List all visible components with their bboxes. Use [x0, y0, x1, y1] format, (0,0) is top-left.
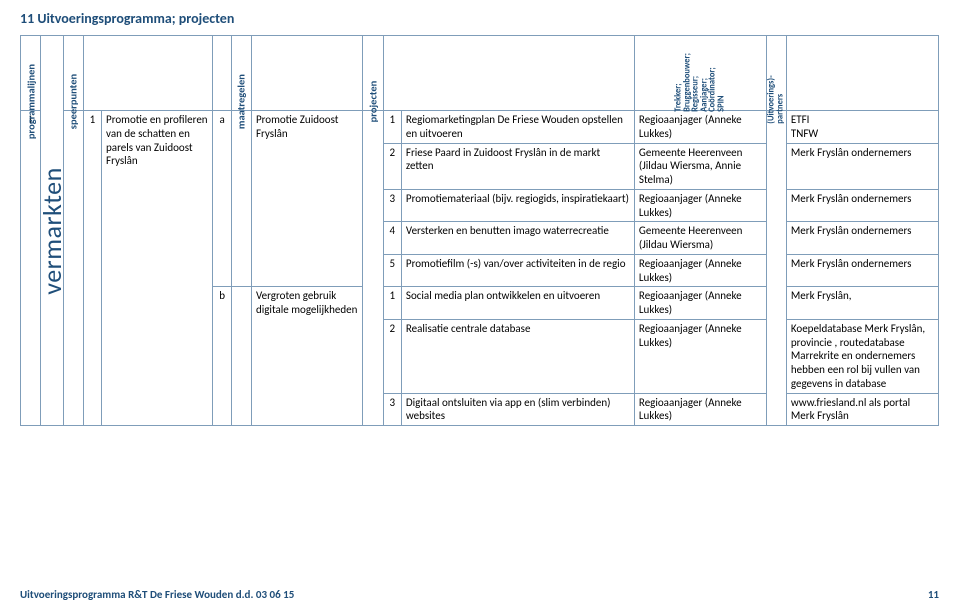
speerpunt-num: 1 [83, 111, 101, 426]
maatregel-desc: Vergroten gebruik digitale mogelijkheden [251, 287, 362, 426]
col-header-programmalijnen: programmalijnen [21, 36, 41, 111]
project-desc: Realisatie centrale database [401, 319, 634, 393]
project-trekker: Gemeente Heerenveen (Jildau Wiersma) [634, 222, 766, 255]
project-num: 3 [383, 393, 401, 426]
maatregel-desc: Promotie Zuidoost Fryslân [251, 111, 362, 287]
col-header-maatregelen: maatregelen [231, 36, 251, 111]
project-desc: Promotiefilm (-s) van/over activiteiten … [401, 254, 634, 287]
project-partners: Merk Fryslân ondernemers [786, 189, 938, 222]
project-partners: Koepeldatabase Merk Fryslân, provincie ,… [786, 319, 938, 393]
project-desc: Regiomarketingplan De Friese Wouden opst… [401, 111, 634, 144]
project-partners: Merk Fryslân, [786, 287, 938, 320]
speerpunt-desc: Promotie en profileren van de schatten e… [102, 111, 213, 426]
project-num: 2 [383, 143, 401, 189]
col-header-speerpunten: speerpunten [63, 36, 83, 111]
project-desc: Digitaal ontsluiten via app en (slim ver… [401, 393, 634, 426]
project-partners: Merk Fryslân ondernemers [786, 254, 938, 287]
project-num: 1 [383, 111, 401, 144]
project-trekker: Gemeente Heerenveen (Jildau Wiersma, Ann… [634, 143, 766, 189]
project-num: 5 [383, 254, 401, 287]
project-desc: Friese Paard in Zuidoost Fryslân in de m… [401, 143, 634, 189]
project-num: 1 [383, 287, 401, 320]
project-trekker: Regioaanjager (Anneke Lukkes) [634, 287, 766, 320]
col-header-partners: (Uitvoerings)- partners [766, 36, 786, 111]
project-trekker: Regioaanjager (Anneke Lukkes) [634, 111, 766, 144]
project-num: 4 [383, 222, 401, 255]
maatregel-key: a [213, 111, 231, 287]
maatregel-key: b [213, 287, 231, 426]
project-partners: Merk Fryslân ondernemers [786, 222, 938, 255]
page-title: 11 Uitvoeringsprogramma; projecten [20, 10, 939, 27]
projects-table: programmalijnen vermarkten speerpunten m… [20, 35, 939, 426]
col-header-projecten: projecten [363, 36, 383, 111]
col-header-trekker: Trekker; Bruggenbouwer; Regisseur; Aanja… [634, 36, 766, 111]
project-trekker: Regioaanjager (Anneke Lukkes) [634, 254, 766, 287]
project-num: 3 [383, 189, 401, 222]
footer-page-num: 11 [928, 588, 939, 601]
project-partners: ETFI TNFW [786, 111, 938, 144]
footer-left: Uitvoeringsprogramma R&T De Friese Woude… [20, 588, 294, 601]
project-desc: Social media plan ontwikkelen en uitvoer… [401, 287, 634, 320]
project-trekker: Regioaanjager (Anneke Lukkes) [634, 189, 766, 222]
project-trekker: Regioaanjager (Anneke Lukkes) [634, 319, 766, 393]
project-partners: www.friesland.nl als portal Merk Fryslân [786, 393, 938, 426]
table-row: I 1 Promotie en profileren van de schatt… [21, 111, 939, 144]
project-num: 2 [383, 319, 401, 393]
project-partners: Merk Fryslân ondernemers [786, 143, 938, 189]
vertical-vermarkten: vermarkten [41, 36, 63, 426]
project-trekker: Regioaanjager (Anneke Lukkes) [634, 393, 766, 426]
project-desc: Promotiemateriaal (bijv. regiogids, insp… [401, 189, 634, 222]
project-desc: Versterken en benutten imago waterrecrea… [401, 222, 634, 255]
